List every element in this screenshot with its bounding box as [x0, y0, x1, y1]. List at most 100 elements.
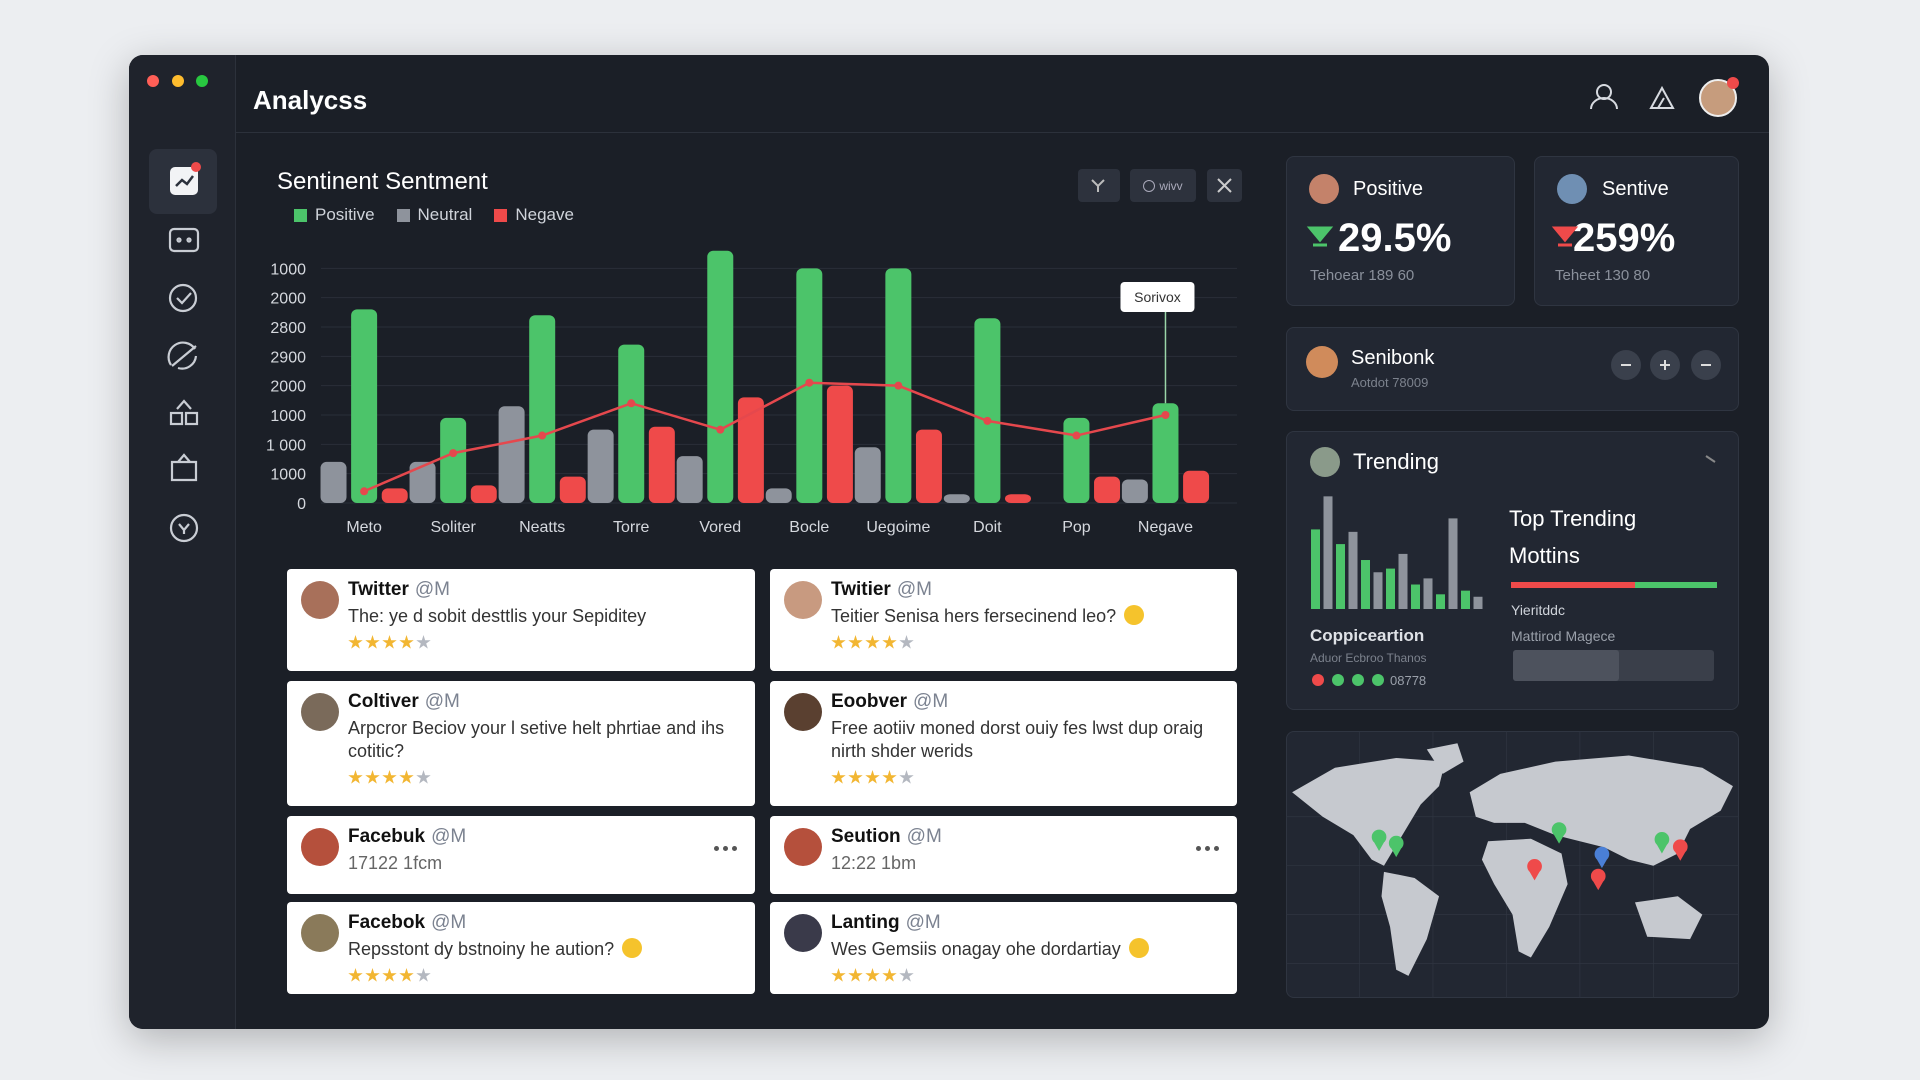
star	[865, 968, 880, 982]
avatar	[784, 828, 822, 866]
emoji	[1128, 938, 1149, 958]
star	[865, 635, 880, 649]
post-head: Seution @M	[831, 826, 1217, 848]
stat-note: Teheet 130 80	[1555, 267, 1651, 284]
post-message: Arpcror Beciov your l setive helt phrtia…	[348, 718, 725, 761]
star	[882, 635, 897, 649]
dot	[723, 846, 728, 851]
rating	[348, 968, 735, 983]
more-menu[interactable]	[1196, 846, 1219, 851]
star	[882, 968, 897, 982]
view-label: wivv	[1159, 178, 1183, 193]
view-button[interactable]: wivv	[1130, 169, 1196, 202]
pin-button[interactable]	[1078, 169, 1120, 202]
post-body: Seution @M 12:22 1bm	[831, 826, 1217, 875]
caption-sub: Aduor Ecbroo Thanos	[1310, 651, 1427, 665]
post-body: Twitier @M Teitier Senisa hers fersecinend…	[831, 579, 1217, 650]
post-message: The: ye d sobit desttlis your Sepiditey	[348, 606, 647, 626]
post-text: The: ye d sobit desttlis your Sepiditey	[348, 605, 735, 628]
rating	[831, 770, 1217, 785]
rating	[831, 968, 1217, 983]
avatar	[301, 693, 339, 731]
star	[848, 770, 863, 784]
dot	[1205, 846, 1210, 851]
header-divider	[236, 132, 1769, 133]
sidebar	[129, 55, 236, 1029]
dot	[1196, 846, 1201, 851]
post-author: Twitter	[348, 579, 409, 600]
avatar	[301, 581, 339, 619]
post-card: Coltiver @M Arpcror Beciov your l setive h…	[287, 681, 755, 806]
post-handle: @M	[424, 691, 460, 712]
more-menu[interactable]	[714, 846, 737, 851]
legend-swatch	[494, 208, 508, 222]
legend-item: Neutral	[396, 205, 473, 225]
post-card: Facebuk @M 17122 1fcm	[287, 816, 755, 894]
avatar	[301, 828, 339, 866]
post-message: Wes Gemsiis onagay ohe dordartiay	[831, 939, 1121, 959]
close-button[interactable]	[1207, 169, 1242, 202]
post-author: Facebok	[348, 912, 426, 933]
post-author: Eoobver	[831, 691, 908, 712]
star	[416, 968, 431, 982]
star	[831, 635, 846, 649]
star	[882, 770, 897, 784]
avatar	[784, 914, 822, 952]
star	[348, 770, 363, 784]
stat-label: Positive	[1353, 178, 1424, 200]
rating	[348, 635, 735, 650]
star	[848, 635, 863, 649]
post-author: Twitier	[831, 579, 891, 600]
post-text: 12:22 1bm	[831, 852, 1217, 875]
post-author: Facebuk	[348, 826, 426, 847]
post-body: Facebok @M Repsstont dy bstnoiny he aution…	[348, 912, 735, 983]
star	[416, 635, 431, 649]
count: 08778	[1390, 673, 1427, 688]
stat-value: 259%	[1573, 216, 1676, 260]
post-head: Coltiver @M	[348, 691, 735, 713]
chart-title: Sentinent Sentment	[277, 168, 488, 195]
post-message: 12:22 1bm	[831, 853, 917, 873]
post-card: Twitier @M Teitier Senisa hers fersecinend…	[770, 569, 1237, 671]
legend-item: Negave	[494, 205, 574, 225]
star	[416, 770, 431, 784]
post-text: Wes Gemsiis onagay ohe dordartiay	[831, 938, 1217, 961]
star	[382, 968, 397, 982]
rating	[831, 635, 1217, 650]
post-message: Teitier Senisa hers fersecinend leo?	[831, 606, 1117, 626]
star	[831, 968, 846, 982]
star	[399, 770, 414, 784]
post-head: Facebuk @M	[348, 826, 735, 848]
legend-label: Neutral	[417, 205, 473, 224]
legend-swatch	[294, 208, 307, 222]
trending-title: Trending	[1353, 449, 1440, 474]
post-head: Eoobver @M	[831, 691, 1217, 713]
legend-label: Negave	[515, 205, 574, 224]
post-text: Free aotiiv moned dorst ouiy fes lwst du…	[831, 717, 1217, 763]
view-icon	[1143, 179, 1156, 192]
post-head: Twitter @M	[348, 579, 735, 601]
post-body: Twitter @M The: ye d sobit desttlis your S…	[348, 579, 735, 650]
post-author: Coltiver	[348, 691, 419, 712]
star	[382, 770, 397, 784]
post-body: Facebuk @M 17122 1fcm	[348, 826, 735, 875]
star	[899, 968, 914, 982]
post-message: Free aotiiv moned dorst ouiy fes lwst du…	[831, 718, 1204, 761]
dot	[714, 846, 719, 851]
meter-sub: Mattirod Magece	[1511, 628, 1616, 644]
legend-label: Positive	[315, 205, 375, 224]
post-card: Twitter @M The: ye d sobit desttlis your S…	[287, 569, 755, 671]
post-card: Seution @M 12:22 1bm	[770, 816, 1237, 894]
legend: Positive Neutral Negave	[294, 205, 574, 225]
post-body: Eoobver @M Free aotiiv moned dorst ouiy fe…	[831, 691, 1217, 785]
star	[382, 635, 397, 649]
stat-value: 29.5%	[1338, 216, 1452, 260]
dot	[1214, 846, 1219, 851]
app-title: Analycss	[253, 85, 368, 115]
trending-heading: Top Trending Mottins	[1509, 506, 1637, 568]
post-body: Lanting @M Wes Gemsiis onagay ohe dordarti…	[831, 912, 1217, 983]
post-card: Lanting @M Wes Gemsiis onagay ohe dordarti…	[770, 902, 1237, 994]
post-handle: @M	[431, 826, 467, 847]
profile-sub: Aotdot 78009	[1351, 375, 1429, 390]
